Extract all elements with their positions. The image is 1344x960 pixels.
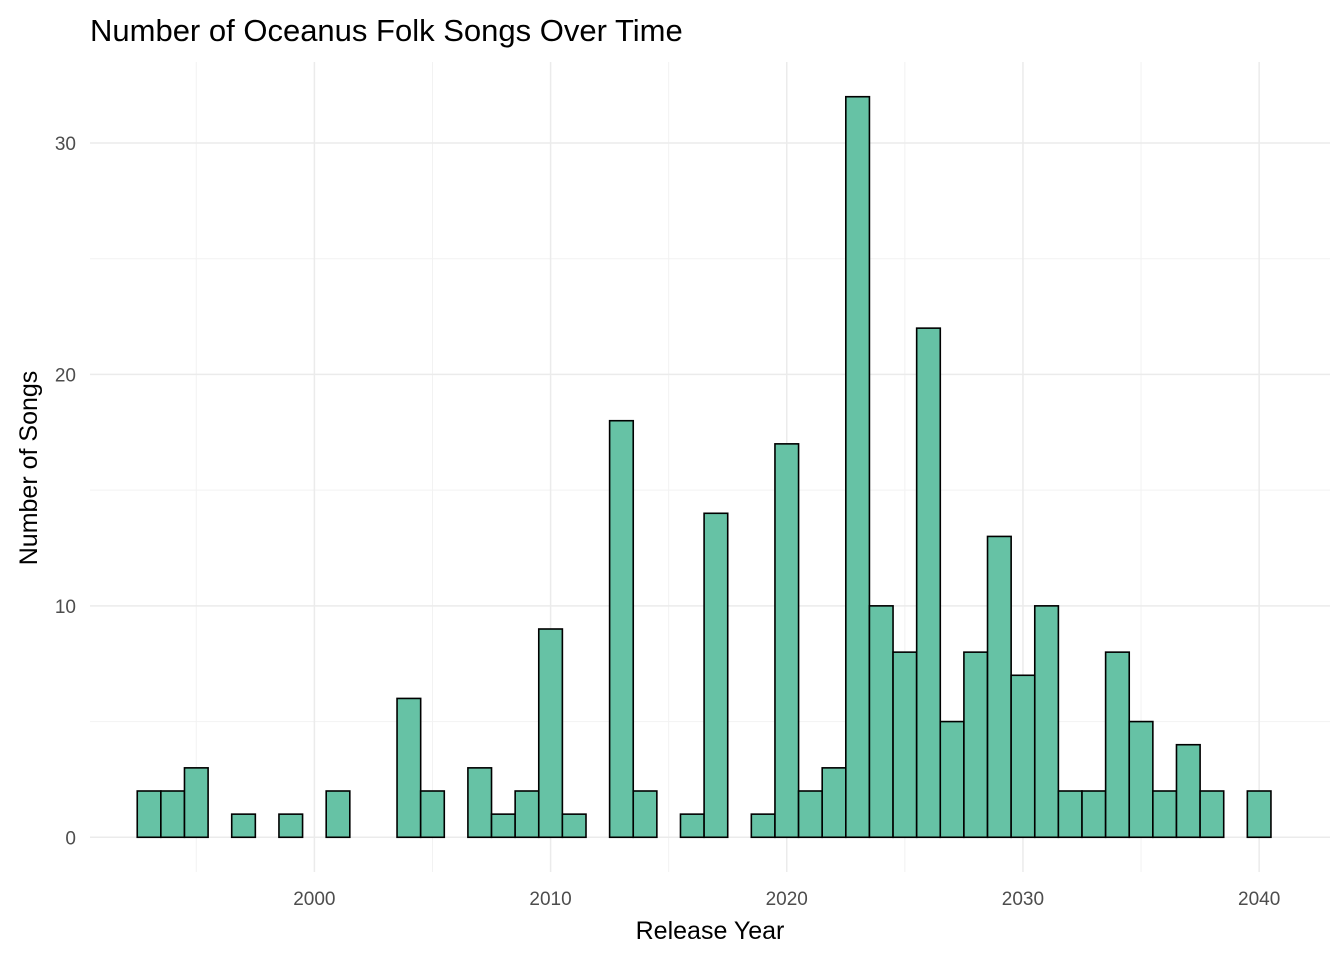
y-axis-title: Number of Songs bbox=[15, 371, 43, 566]
bar-2022 bbox=[821, 767, 847, 839]
bar-2008 bbox=[490, 813, 516, 839]
y-tick-label: 10 bbox=[55, 597, 76, 618]
y-tick-label: 30 bbox=[55, 134, 76, 155]
bar-2005 bbox=[419, 790, 446, 839]
bar-2016 bbox=[679, 813, 705, 839]
bar-2009 bbox=[514, 790, 540, 839]
bar-2025 bbox=[892, 651, 918, 839]
x-tick-label: 2010 bbox=[529, 889, 571, 910]
x-tick-label: 2030 bbox=[1002, 889, 1044, 910]
bar-2014 bbox=[632, 790, 658, 839]
bar-2010 bbox=[537, 628, 564, 839]
bars bbox=[136, 95, 1272, 839]
bar-2017 bbox=[703, 512, 729, 839]
y-tick-label: 0 bbox=[65, 828, 76, 849]
bar-2013 bbox=[608, 419, 635, 839]
bar-2035 bbox=[1128, 720, 1154, 839]
chart-title: Number of Oceanus Folk Songs Over Time bbox=[90, 13, 683, 48]
bar-1999 bbox=[278, 813, 304, 839]
bar-2034 bbox=[1104, 651, 1131, 839]
bar-1997 bbox=[230, 813, 257, 839]
bar-2023 bbox=[845, 95, 871, 839]
y-tick-label: 20 bbox=[55, 365, 76, 386]
bar-2021 bbox=[797, 790, 823, 839]
bar-1995 bbox=[183, 767, 209, 839]
bar-2026 bbox=[915, 327, 942, 839]
x-tick-label: 2020 bbox=[766, 889, 808, 910]
bar-2011 bbox=[561, 813, 587, 839]
bar-1993 bbox=[136, 790, 162, 839]
bar-2033 bbox=[1081, 790, 1107, 839]
bar-2020 bbox=[774, 443, 800, 839]
bar-2030 bbox=[1010, 674, 1036, 839]
bar-2004 bbox=[396, 697, 422, 839]
bar-2027 bbox=[939, 720, 965, 839]
bar-2024 bbox=[868, 605, 894, 839]
bar-2029 bbox=[986, 535, 1012, 839]
x-axis-title: Release Year bbox=[636, 917, 785, 945]
bar-2040 bbox=[1246, 790, 1272, 839]
bar-2007 bbox=[467, 767, 493, 839]
bar-2037 bbox=[1175, 743, 1201, 839]
bar-2038 bbox=[1199, 790, 1225, 839]
bar-2001 bbox=[325, 790, 351, 839]
bar-2032 bbox=[1057, 790, 1083, 839]
bar-1994 bbox=[160, 790, 186, 839]
bar-2028 bbox=[963, 651, 989, 839]
x-tick-label: 2040 bbox=[1238, 889, 1280, 910]
y-axis-tick-labels: 0 10 20 30 bbox=[55, 134, 76, 849]
x-axis-tick-labels: 2000 2010 2020 2030 2040 bbox=[293, 889, 1280, 910]
bar-2036 bbox=[1152, 790, 1178, 839]
x-tick-label: 2000 bbox=[293, 889, 335, 910]
bar-2019 bbox=[750, 813, 776, 839]
bar-2031 bbox=[1033, 605, 1060, 839]
